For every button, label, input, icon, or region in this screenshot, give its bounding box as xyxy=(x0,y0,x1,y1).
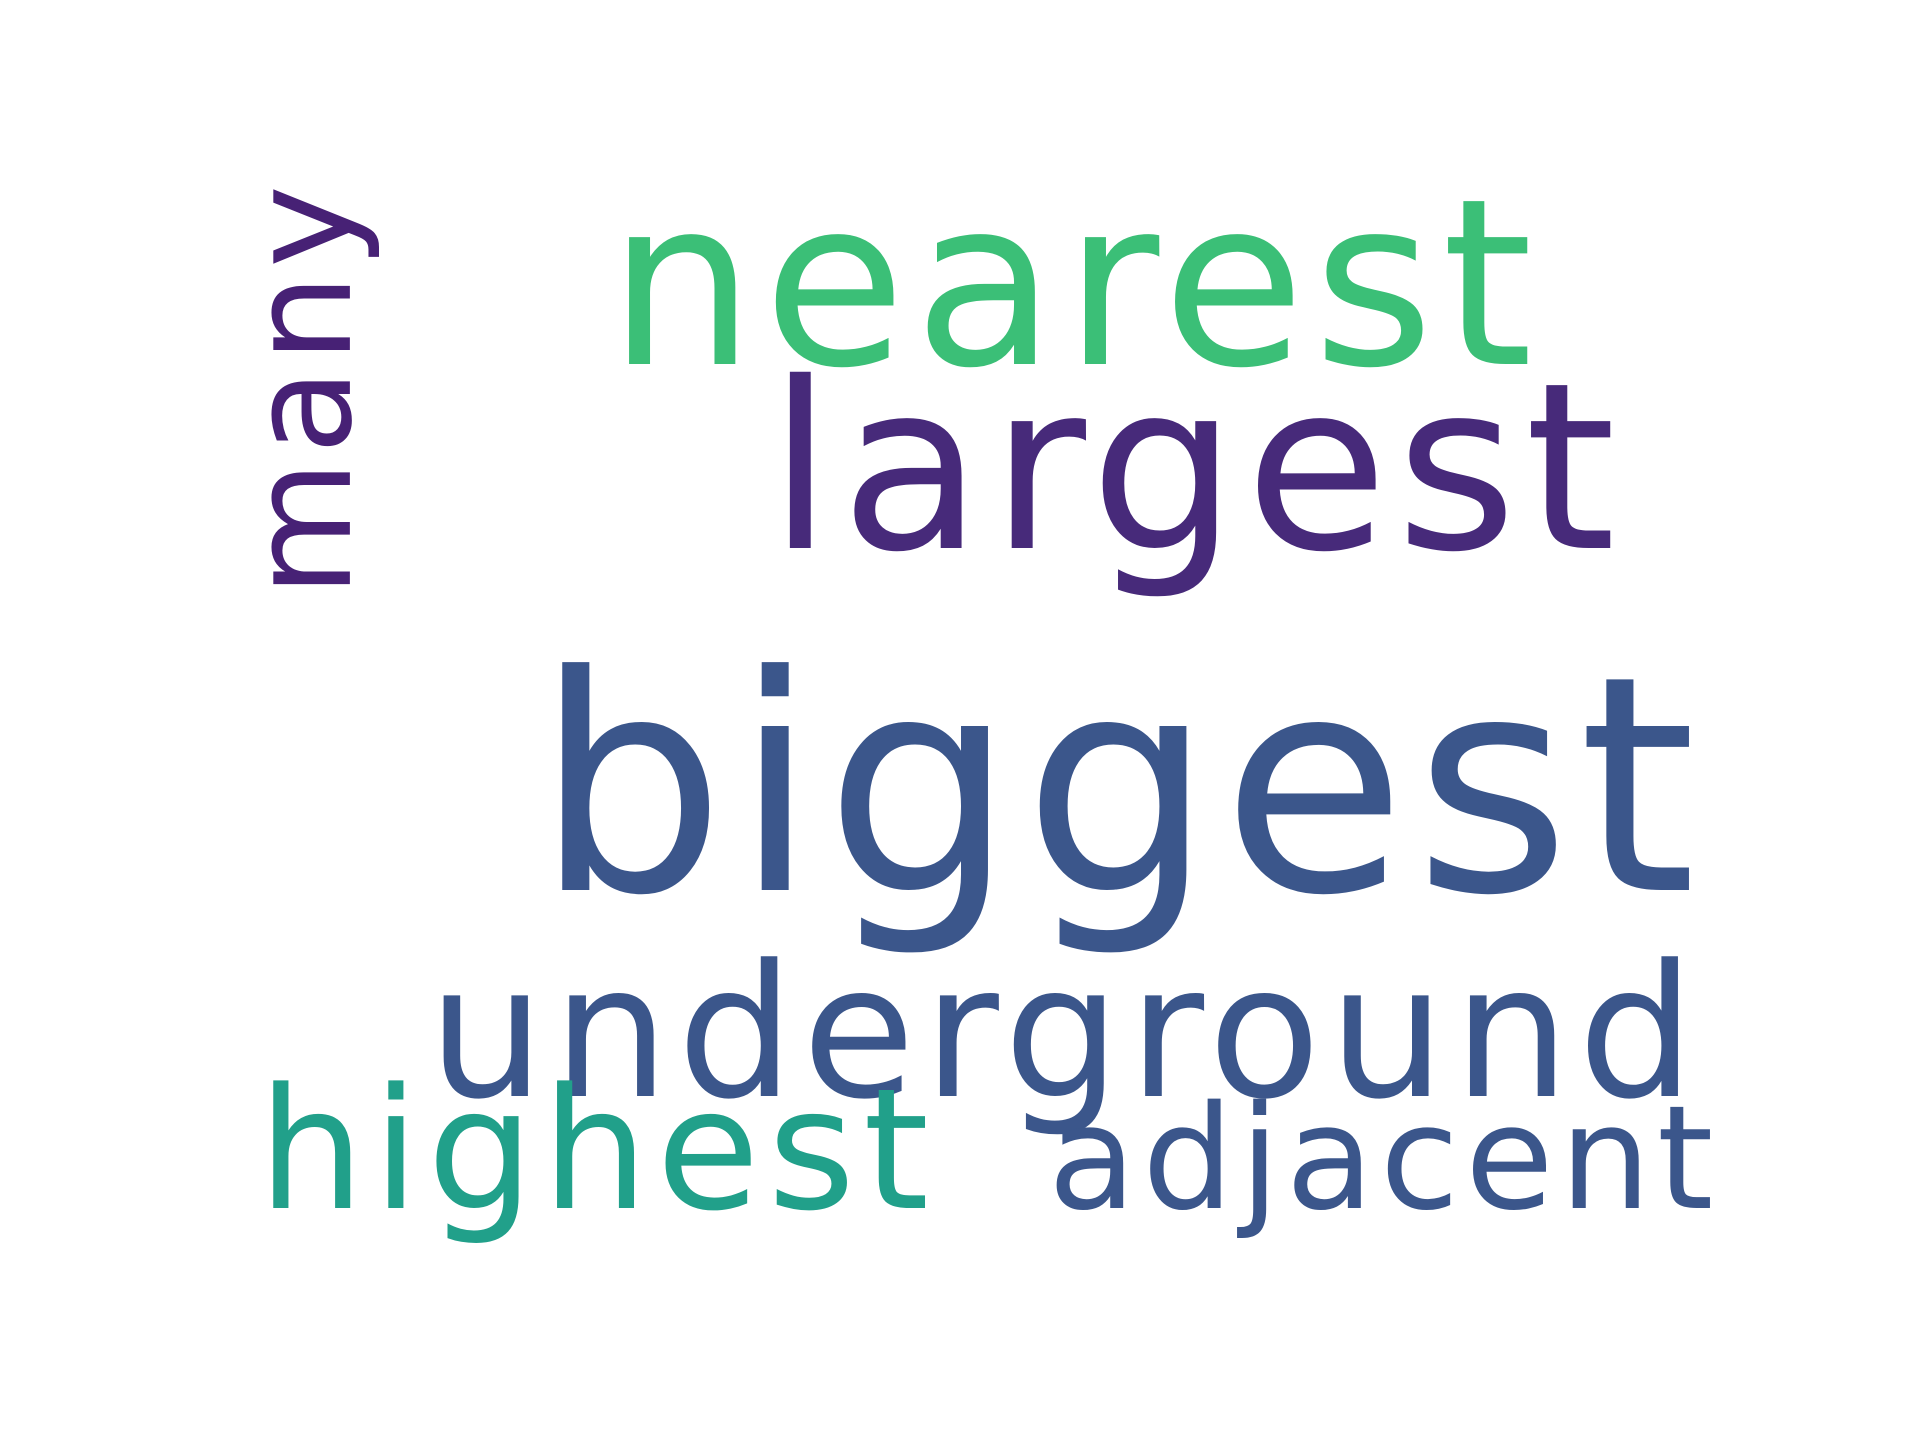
word-biggest: biggest xyxy=(535,612,1705,961)
word-many: many xyxy=(220,179,384,597)
word-largest: largest xyxy=(768,333,1624,603)
word-adjacent: adjacent xyxy=(1048,1074,1720,1242)
word-nearest: nearest xyxy=(608,149,1541,419)
word-underground: underground xyxy=(428,926,1703,1140)
word-highest: highest xyxy=(258,1052,938,1248)
